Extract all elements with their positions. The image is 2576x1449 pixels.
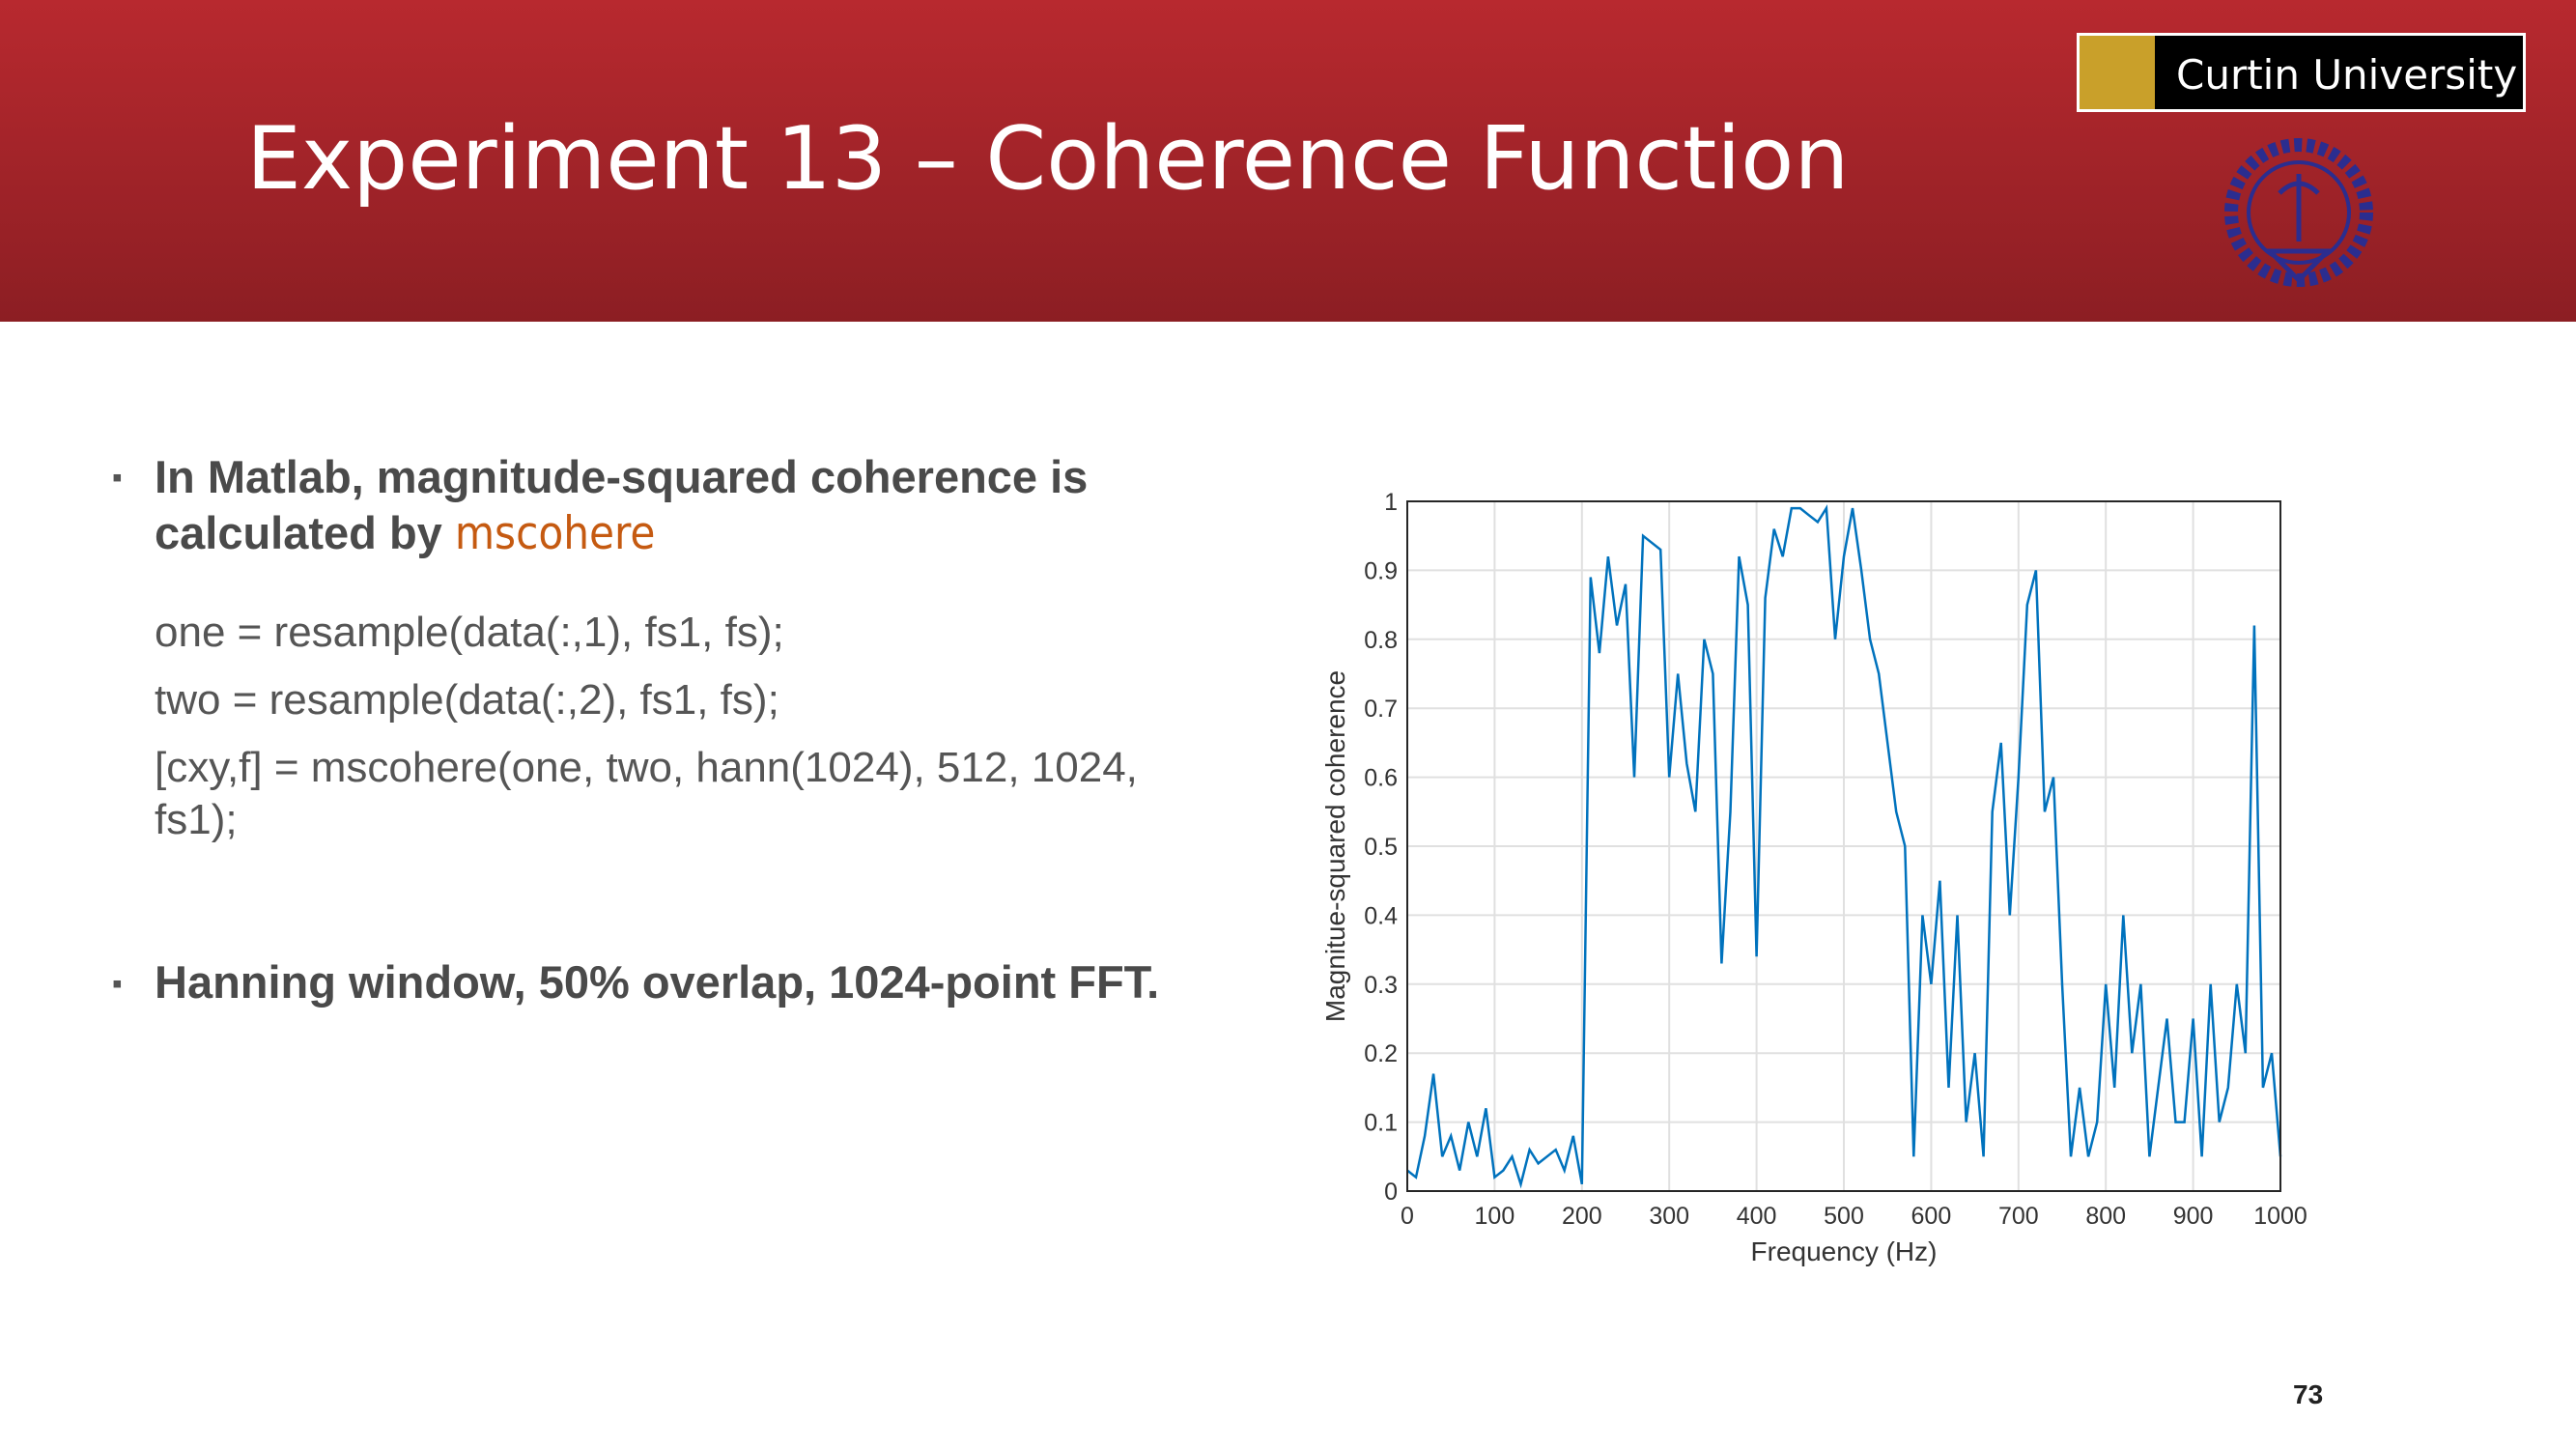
y-tick-label: 0.5	[1364, 834, 1398, 861]
x-tick-label: 0	[1401, 1203, 1414, 1230]
coherence-line	[1406, 504, 2282, 1189]
y-tick-label: 0.2	[1364, 1040, 1398, 1067]
y-tick-label: 0.3	[1364, 972, 1398, 999]
x-tick-label: 400	[1737, 1203, 1777, 1230]
bullet-text: In Matlab, magnitude-squared coherence i…	[155, 449, 1227, 562]
axes-box	[1406, 500, 2281, 1192]
x-tick-label: 500	[1824, 1203, 1864, 1230]
y-tick-label: 0.9	[1364, 557, 1398, 584]
page-number: 73	[2293, 1379, 2324, 1409]
y-tick-label: 0	[1384, 1179, 1398, 1206]
code-line: [cxy,f] = mscohere(one, two, hann(1024),…	[155, 744, 1138, 843]
bullet-marker: ▪	[112, 462, 123, 494]
y-tick-label: 0.4	[1364, 902, 1398, 929]
header-band: Experiment 13 – Coherence Function Curti…	[0, 0, 2576, 322]
x-tick-label: 1000	[2253, 1203, 2307, 1230]
chart: Frequency (Hz) Magnitue-squared coherenc…	[1320, 489, 2307, 1266]
slide-title: Experiment 13 – Coherence Function	[246, 108, 1850, 210]
x-tick-label: 600	[1911, 1203, 1952, 1230]
y-tick-label: 0.7	[1364, 696, 1398, 723]
y-tick-label: 1	[1384, 489, 1398, 516]
x-tick-label: 700	[1998, 1203, 2039, 1230]
code-line: two = resample(data(:,2), fs1, fs);	[155, 676, 779, 724]
x-tick-label: 300	[1649, 1203, 1689, 1230]
x-axis-label: Frequency (Hz)	[1751, 1236, 1938, 1266]
university-logo: Curtin University	[2077, 33, 2526, 112]
y-tick-label: 0.8	[1364, 627, 1398, 654]
x-tick-label: 800	[2085, 1203, 2126, 1230]
emblem	[2224, 138, 2373, 287]
y-axis-label: Magnitue-squared coherence	[1320, 670, 1350, 1022]
bullet-text: In Matlab, magnitude-squared coherence i…	[155, 451, 1089, 558]
logo-text: Curtin University	[2176, 51, 2518, 99]
y-tick-label: 0.6	[1364, 765, 1398, 792]
x-tick-label: 100	[1475, 1203, 1515, 1230]
x-tick-label: 900	[2173, 1203, 2214, 1230]
bullet-text: Hanning window, 50% overlap, 1024-point …	[155, 956, 1160, 1008]
x-tick-label: 200	[1562, 1203, 1602, 1230]
y-tick-label: 0.1	[1364, 1110, 1398, 1137]
bullet-marker: ▪	[112, 968, 123, 1000]
logo-mark	[2080, 36, 2155, 109]
code-line: one = resample(data(:,1), fs1, fs);	[155, 609, 784, 656]
code-word: mscohere	[454, 507, 656, 560]
